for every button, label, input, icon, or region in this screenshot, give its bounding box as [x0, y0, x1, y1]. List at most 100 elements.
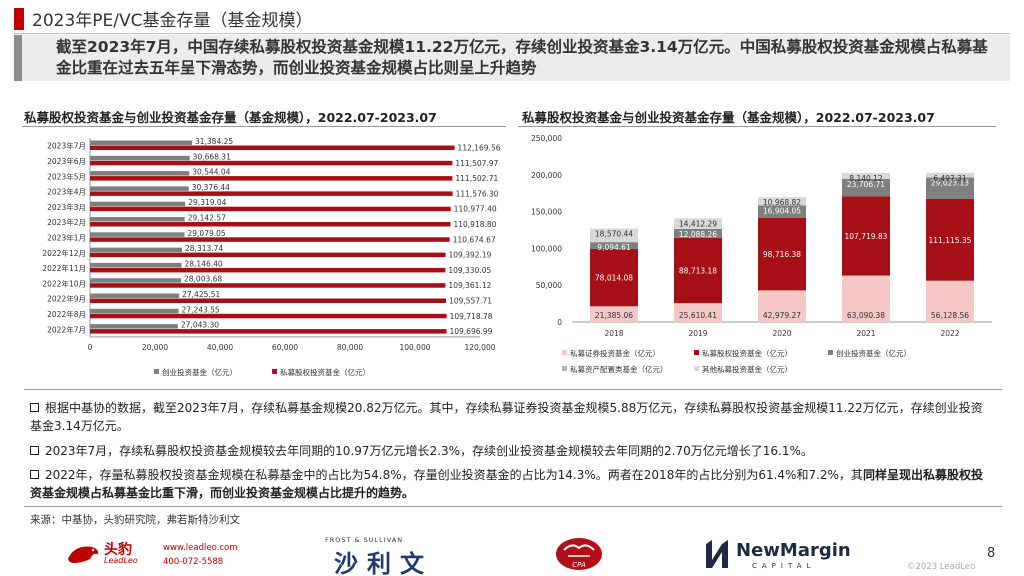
bar-pe [90, 191, 453, 196]
summary-box: 截至2023年7月，中国存续私募股权投资基金规模11.22万亿元，存续创业投资基… [14, 35, 1010, 81]
data-label-pe: 109,361.12 [448, 281, 491, 290]
legend-label: 私募证券投资基金（亿元） [570, 348, 660, 358]
data-label: 6,497.31 [933, 174, 967, 183]
y-tick-label: 100,000 [531, 244, 562, 253]
data-label: 56,128.56 [931, 311, 969, 320]
data-label-pe: 111,502.71 [455, 174, 498, 183]
note-3-text: 2022年，存量私募股权投资基金规模在私募基金中的占比为54.8%，存量创业投资… [45, 468, 863, 482]
bar-pe [90, 313, 447, 319]
source-note: 来源：中基协，头豹研究院，弗若斯特沙利文 [30, 514, 240, 526]
note-2-text: 2023年7月，存续私募股权投资基金规模较去年同期的10.97万亿元增长2.3%… [45, 444, 813, 458]
bar-vc [90, 217, 185, 222]
data-label: 29,023.13 [931, 179, 969, 188]
data-label: 42,979.27 [763, 311, 801, 320]
bar-vc [90, 324, 178, 329]
bar-vc [926, 177, 974, 199]
left-chart-title: 私募股权投资基金与创业投资基金存量（基金规模），2022.07-2023.07 [24, 110, 437, 125]
bar-pe [90, 298, 447, 303]
x-tick-label: 40,000 [207, 343, 233, 352]
legend-label-pe: 私募股权投资基金（亿元） [280, 367, 370, 377]
bullet-box-icon [30, 446, 39, 455]
category-label: 2022年7月 [47, 324, 86, 334]
bar-vc [90, 201, 186, 207]
right-chart-title: 私募股权投资基金与创业投资基金存量（基金规模），2022.07-2023.07 [522, 110, 935, 125]
newmargin-sub: CAPITAL [752, 562, 816, 570]
data-label-pe: 109,392.19 [449, 251, 492, 260]
bar-securities [758, 290, 806, 322]
data-label: 78,014.08 [595, 274, 633, 283]
bar-pe [90, 222, 451, 227]
x-tick-label: 2018 [604, 329, 623, 338]
legend-swatch [562, 350, 567, 355]
data-label-pe: 110,918.80 [453, 220, 496, 229]
note-1: 根据中基协的数据，截至2023年7月，存续私募基金规模20.82万亿元。其中，存… [30, 399, 990, 435]
data-label-vc: 29,079.05 [188, 229, 226, 238]
data-label-pe: 112,169.56 [458, 144, 501, 153]
legend-label: 私募资产配置类基金（亿元） [570, 364, 668, 374]
x-tick-label: 120,000 [464, 343, 495, 352]
newmargin-name: NewMargin [736, 540, 851, 561]
category-label: 2023年5月 [47, 171, 86, 181]
note-2: 2023年7月，存续私募股权投资基金规模较去年同期的10.97万亿元增长2.3%… [30, 442, 990, 460]
bar-other [842, 172, 890, 179]
bar-other [674, 218, 722, 229]
legend-label: 私募股权投资基金（亿元） [702, 348, 792, 358]
data-label-vc: 31,384.25 [195, 137, 233, 146]
bar-pe [90, 283, 446, 288]
data-label-vc: 27,043.30 [181, 321, 219, 330]
bar-pe [758, 217, 806, 291]
left-horizontal-bar-chart: 2023年7月 31,384.25 112,169.56 2023年6月 30,668.… [42, 137, 501, 377]
bar-pe [90, 145, 455, 150]
data-label-vc: 28,146.40 [184, 259, 222, 268]
bar-vc [674, 228, 722, 238]
bar-vc [90, 232, 185, 237]
bar-other [926, 172, 974, 178]
bar-securities [590, 306, 638, 322]
legend-swatch-pe [272, 368, 277, 374]
y-tick-label: 150,000 [531, 208, 562, 217]
bar-pe [90, 206, 451, 212]
frost-sullivan-en: FROST & SULLIVAN [325, 536, 404, 544]
x-tick-label: 2019 [688, 329, 707, 338]
title-accent-bar [14, 8, 24, 30]
data-label-vc: 30,376.44 [192, 183, 230, 192]
x-tick-label: 0 [88, 343, 93, 352]
y-tick-label: 0 [557, 318, 562, 327]
title-divider [14, 33, 1010, 34]
category-label: 2023年6月 [47, 156, 86, 166]
legend-label-vc: 创业投资基金（亿元） [162, 367, 237, 377]
bar-vc [90, 171, 190, 176]
category-label: 2022年9月 [47, 294, 86, 304]
data-label-pe: 111,507.97 [455, 159, 498, 168]
bullet-box-icon [30, 470, 39, 479]
bar-vc [90, 140, 192, 145]
x-tick-label: 80,000 [337, 343, 363, 352]
cpa-seal-logo: CPA [556, 538, 602, 570]
note-3-bold-text: 同样呈现出私募股权投资基金规模占私募基金比重下滑，而创业投资基金规模占比提升的趋… [30, 468, 983, 500]
data-label: 25,610.41 [679, 311, 717, 320]
y-tick-label: 250,000 [531, 134, 562, 143]
data-label: 63,090.38 [847, 311, 885, 320]
data-label-pe: 109,718.78 [450, 312, 493, 321]
category-label: 2022年12月 [42, 248, 86, 258]
bar-pe [90, 252, 446, 258]
bar-other [590, 228, 638, 243]
data-label-vc: 30,668.31 [193, 152, 231, 161]
bar-vc [90, 155, 190, 161]
category-label: 2022年8月 [47, 309, 86, 319]
data-label: 8,140.12 [849, 174, 883, 183]
x-tick-label: 2021 [856, 329, 875, 338]
data-label-pe: 111,576.30 [456, 189, 499, 198]
leopard-icon [68, 546, 99, 563]
category-label: 2022年10月 [42, 278, 86, 288]
notes-box: 根据中基协的数据，截至2023年7月，存续私募基金规模20.82万亿元。其中，存… [24, 389, 1002, 507]
bar-pe [90, 329, 447, 334]
data-label-vc: 27,425.51 [182, 290, 220, 299]
bar-pe [926, 198, 974, 281]
leadleo-cn-name: 头豹 [104, 542, 132, 558]
data-label: 98,716.38 [763, 250, 801, 259]
data-label-pe: 109,696.99 [450, 327, 493, 336]
data-label-pe: 109,330.05 [448, 266, 491, 275]
data-label-vc: 29,319.04 [188, 198, 226, 207]
data-label-vc: 27,243.55 [182, 305, 220, 314]
